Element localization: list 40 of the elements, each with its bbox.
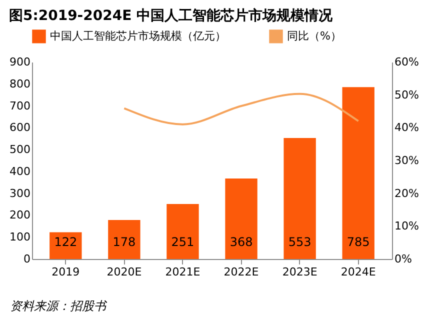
legend-label: 同比（%） bbox=[287, 29, 342, 42]
bar bbox=[166, 204, 199, 259]
x-tick-label: 2019 bbox=[52, 266, 80, 278]
y2-tick-label: 60% bbox=[394, 56, 419, 68]
bar bbox=[50, 232, 82, 259]
data-label: 122 bbox=[54, 235, 78, 249]
data-label: 368 bbox=[230, 235, 253, 249]
y-tick-label: 400 bbox=[10, 164, 30, 178]
legend-label: 中国人工智能芯片市场规模（亿元） bbox=[50, 29, 226, 42]
data-label: 251 bbox=[171, 235, 194, 249]
data-label: 785 bbox=[346, 235, 370, 249]
bar bbox=[284, 138, 316, 259]
data-label: 553 bbox=[288, 235, 312, 249]
y-tick-label: 700 bbox=[10, 99, 30, 112]
x-tick-label: 2023E bbox=[282, 266, 318, 278]
line-series bbox=[123, 92, 360, 126]
y-tick-label: 500 bbox=[10, 143, 30, 156]
x-tick-label: 2024E bbox=[340, 266, 376, 278]
data-label: 178 bbox=[112, 235, 136, 249]
y-tick-label: 900 bbox=[10, 56, 30, 68]
bar bbox=[108, 220, 140, 259]
x-tick-label: 2020E bbox=[106, 266, 142, 278]
x-tick-label: 2022E bbox=[224, 266, 259, 278]
y-tick-label: 100 bbox=[10, 230, 30, 244]
x-tick-label: 2021E bbox=[165, 266, 200, 278]
bar bbox=[342, 87, 374, 259]
y-tick-label: 800 bbox=[10, 77, 30, 90]
y2-tick-label: 10% bbox=[394, 220, 419, 233]
y2-tick-label: 50% bbox=[394, 88, 419, 102]
y2-tick-label: 30% bbox=[394, 154, 419, 167]
y2-tick-label: 40% bbox=[394, 121, 419, 134]
y-tick-label: 200 bbox=[10, 208, 30, 222]
y2-tick-label: 20% bbox=[394, 186, 419, 200]
chart-title: 图5:2019-2024E 中国人工智能芯片市场规模情况 bbox=[9, 7, 334, 24]
text: 资料来源：招股书 bbox=[10, 298, 108, 315]
y-tick-label: 0 bbox=[24, 252, 30, 266]
bar bbox=[225, 178, 258, 259]
y2-tick-label: 0% bbox=[394, 252, 412, 266]
y-tick-label: 600 bbox=[10, 121, 30, 134]
y-tick-label: 300 bbox=[10, 186, 30, 200]
